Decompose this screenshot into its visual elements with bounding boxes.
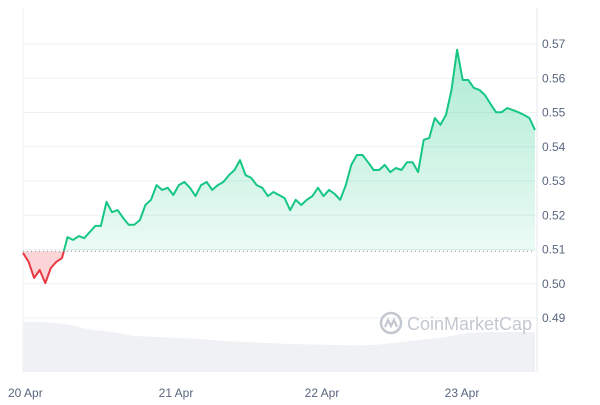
y-tick-label: 0.49 [542,311,566,325]
x-tick-label: 21 Apr [159,386,194,400]
x-tick-label: 20 Apr [8,386,43,400]
y-tick-label: 0.52 [542,208,566,222]
x-tick-label: 23 Apr [445,386,480,400]
y-tick-label: 0.51 [542,243,566,257]
y-tick-label: 0.57 [542,37,566,51]
y-tick-label: 0.54 [542,140,566,154]
price-area-up [23,49,535,252]
volume-area [23,322,535,372]
y-tick-label: 0.53 [542,174,566,188]
watermark-text: CoinMarketCap [407,314,532,334]
price-line-up [62,48,536,252]
y-tick-label: 0.50 [542,277,566,291]
watermark: CoinMarketCap [379,311,532,335]
x-tick-label: 22 Apr [305,386,340,400]
y-tick-label: 0.55 [542,106,566,120]
y-tick-label: 0.56 [542,71,566,85]
